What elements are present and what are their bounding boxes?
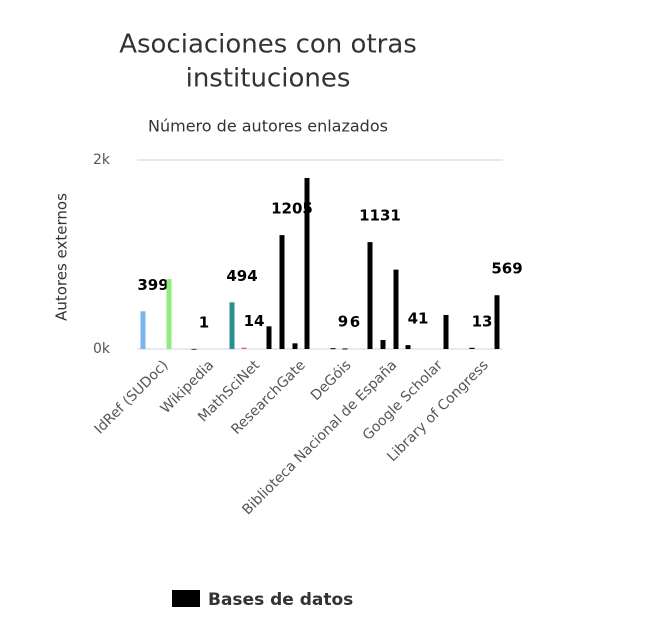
legend-label: Bases de datos: [208, 590, 353, 610]
chart-title: Asociaciones con otras: [119, 30, 417, 60]
x-tick-label: DeGóis: [308, 357, 355, 404]
chart-subtitle: Número de autores enlazados: [148, 117, 388, 136]
y-tick-label: 2k: [93, 152, 111, 168]
bar: [292, 343, 298, 349]
data-label: 494: [226, 267, 257, 285]
data-label: 14: [244, 312, 265, 330]
bar: [330, 348, 336, 350]
bar: [494, 295, 500, 349]
data-label: 1205: [271, 200, 313, 218]
data-label: 41: [408, 310, 429, 328]
bar: [241, 347, 247, 349]
data-label: 1131: [359, 207, 401, 225]
bar: [279, 235, 285, 349]
data-label: 399: [137, 276, 168, 294]
bar: [469, 347, 475, 349]
x-tick-label: IdRef (SUDoc): [91, 357, 171, 437]
data-label: 9: [338, 313, 348, 331]
data-label: 1: [199, 313, 209, 331]
bar: [342, 348, 348, 350]
bar: [380, 340, 386, 349]
chart-title: instituciones: [186, 64, 351, 94]
y-tick-label: 0k: [93, 341, 111, 357]
bar: [304, 177, 310, 349]
x-tick-label: Google Scholar: [360, 357, 446, 443]
bar: [443, 314, 449, 349]
data-label: 569: [491, 260, 522, 278]
y-axis-title: Autores externos: [53, 193, 71, 321]
data-label: 6: [350, 313, 360, 331]
bar: [166, 279, 172, 349]
bar: [229, 302, 235, 349]
bar: [140, 311, 146, 349]
data-label: 13: [472, 312, 493, 330]
bar: [405, 345, 411, 349]
bar: [367, 242, 373, 349]
bar: [266, 326, 272, 349]
legend-swatch: [172, 590, 200, 607]
bar: [393, 269, 399, 349]
bar: [191, 348, 197, 350]
